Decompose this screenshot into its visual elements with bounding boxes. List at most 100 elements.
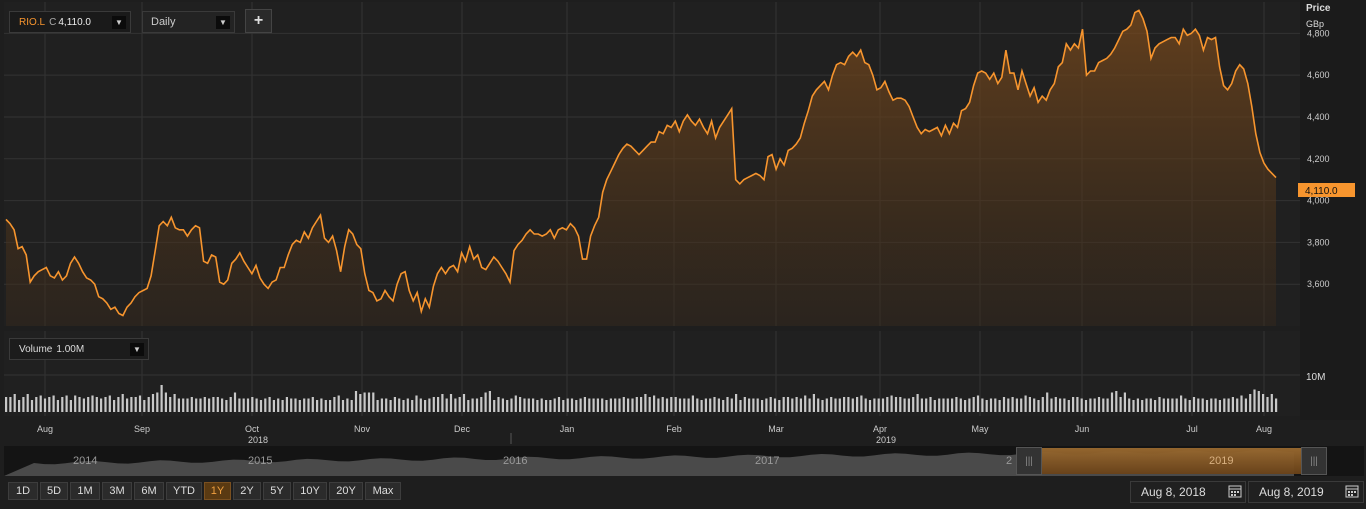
volume-bar: [471, 398, 474, 412]
volume-bar: [756, 398, 759, 412]
volume-dropdown[interactable]: Volume 1.00M ▼: [9, 338, 149, 360]
volume-bar: [298, 400, 301, 412]
range-button-max[interactable]: Max: [365, 482, 401, 500]
price-chart[interactable]: 3,600 3,800 4,000 4,200 4,400 4,600 4,800 Aug S…: [0, 0, 1366, 450]
volume-bar: [117, 397, 120, 412]
y-tick-label: 4,600: [1307, 70, 1330, 80]
volume-bar: [851, 398, 854, 412]
volume-bar: [277, 398, 280, 412]
volume-bar: [393, 397, 396, 412]
volume-bar: [825, 398, 828, 412]
volume-bar: [151, 394, 155, 412]
volume-bar: [989, 398, 993, 412]
volume-bar: [221, 398, 224, 412]
volume-bar: [1084, 400, 1088, 412]
volume-bar: [367, 392, 371, 412]
x-month-label: Aug: [37, 424, 53, 434]
volume-bar: [873, 398, 876, 412]
nav-year-2017: 2017: [755, 455, 780, 467]
volume-bar: [290, 398, 293, 412]
volume-bar: [255, 398, 258, 412]
range-button-1d[interactable]: 1D: [8, 482, 38, 500]
range-button-10y[interactable]: 10Y: [293, 482, 327, 500]
volume-bar: [735, 394, 738, 412]
volume-bar: [1201, 398, 1204, 412]
calendar-icon[interactable]: [1228, 484, 1242, 498]
chevron-down-icon[interactable]: ▼: [130, 343, 144, 356]
volume-bar: [765, 398, 768, 412]
volume-bar: [1106, 398, 1109, 412]
volume-bar: [847, 397, 850, 412]
symbol-dropdown[interactable]: RIO.L C 4,110.0 ▼: [9, 11, 131, 33]
range-button-6m[interactable]: 6M: [134, 482, 164, 500]
range-button-1m[interactable]: 1M: [70, 482, 100, 500]
navigator-selection[interactable]: [1031, 448, 1322, 474]
volume-bar: [74, 395, 77, 412]
volume-bar: [804, 395, 807, 412]
volume-bar: [156, 392, 159, 412]
volume-bar: [691, 395, 694, 412]
x-month-label: Jan: [560, 424, 575, 434]
range-button-20y[interactable]: 20Y: [329, 482, 363, 500]
x-month-label: Oct: [245, 424, 260, 434]
volume-bar: [1167, 398, 1170, 412]
volume-bar: [752, 398, 755, 412]
volume-bar: [497, 397, 500, 412]
volume-bar: [748, 398, 751, 412]
navigator-left-handle[interactable]: |||: [1016, 447, 1042, 475]
volume-bar: [26, 394, 29, 412]
navigator[interactable]: ||| ||| 2014 2015 2016 2017 2 2019: [4, 446, 1364, 476]
range-button-ytd[interactable]: YTD: [166, 482, 202, 500]
end-date-text: Aug 8, 2019: [1259, 485, 1324, 499]
range-button-5d[interactable]: 5D: [40, 482, 68, 500]
range-button-2y[interactable]: 2Y: [233, 482, 261, 500]
volume-bar: [61, 397, 64, 412]
volume-bar: [1033, 398, 1036, 412]
navigator-right-handle[interactable]: |||: [1301, 447, 1327, 475]
interval-dropdown[interactable]: Daily ▼: [142, 11, 235, 33]
volume-bar: [100, 398, 103, 412]
volume-bar: [458, 397, 461, 412]
calendar-icon[interactable]: [1345, 484, 1359, 498]
volume-bar: [1136, 398, 1139, 412]
volume-bar: [1011, 397, 1014, 412]
range-button-1y[interactable]: 1Y: [204, 482, 231, 500]
volume-bar: [121, 394, 124, 412]
volume-bar: [1266, 397, 1269, 412]
start-date-field[interactable]: Aug 8, 2018: [1130, 481, 1246, 503]
x-month-label: Jun: [1075, 424, 1090, 434]
volume-bar: [380, 398, 383, 412]
volume-bar: [942, 398, 945, 412]
nav-year-2018-partial: 2: [1006, 455, 1013, 467]
x-month-label: Aug: [1256, 424, 1272, 434]
volume-bar: [925, 398, 928, 412]
volume-bar: [532, 398, 535, 412]
y-tick-label: 3,600: [1307, 279, 1330, 289]
chevron-down-icon[interactable]: ▼: [216, 16, 230, 29]
volume-bar: [834, 398, 837, 412]
volume-bar: [959, 398, 962, 412]
volume-bar: [130, 397, 133, 412]
range-button-5y[interactable]: 5Y: [263, 482, 291, 500]
volume-bar: [1249, 394, 1252, 412]
range-button-3m[interactable]: 3M: [102, 482, 132, 500]
volume-bar: [743, 397, 746, 412]
volume-bar: [372, 392, 375, 412]
end-date-field[interactable]: Aug 8, 2019: [1248, 481, 1364, 503]
volume-bar: [182, 398, 185, 412]
volume-bar: [13, 394, 16, 412]
volume-bar: [1102, 398, 1105, 412]
volume-bar: [307, 398, 310, 412]
volume-bar: [1059, 398, 1062, 412]
volume-bar: [907, 398, 910, 412]
x-month-label: Apr: [873, 424, 887, 434]
volume-bar: [493, 400, 496, 412]
volume-panel: [4, 331, 1300, 416]
close-value: 4,110.0: [58, 16, 91, 28]
add-indicator-button[interactable]: +: [245, 9, 272, 33]
volume-bar: [1262, 394, 1265, 412]
chevron-down-icon[interactable]: ▼: [112, 16, 126, 29]
volume-bar: [894, 397, 898, 412]
volume-bar: [899, 397, 902, 412]
volume-bar: [259, 400, 263, 412]
